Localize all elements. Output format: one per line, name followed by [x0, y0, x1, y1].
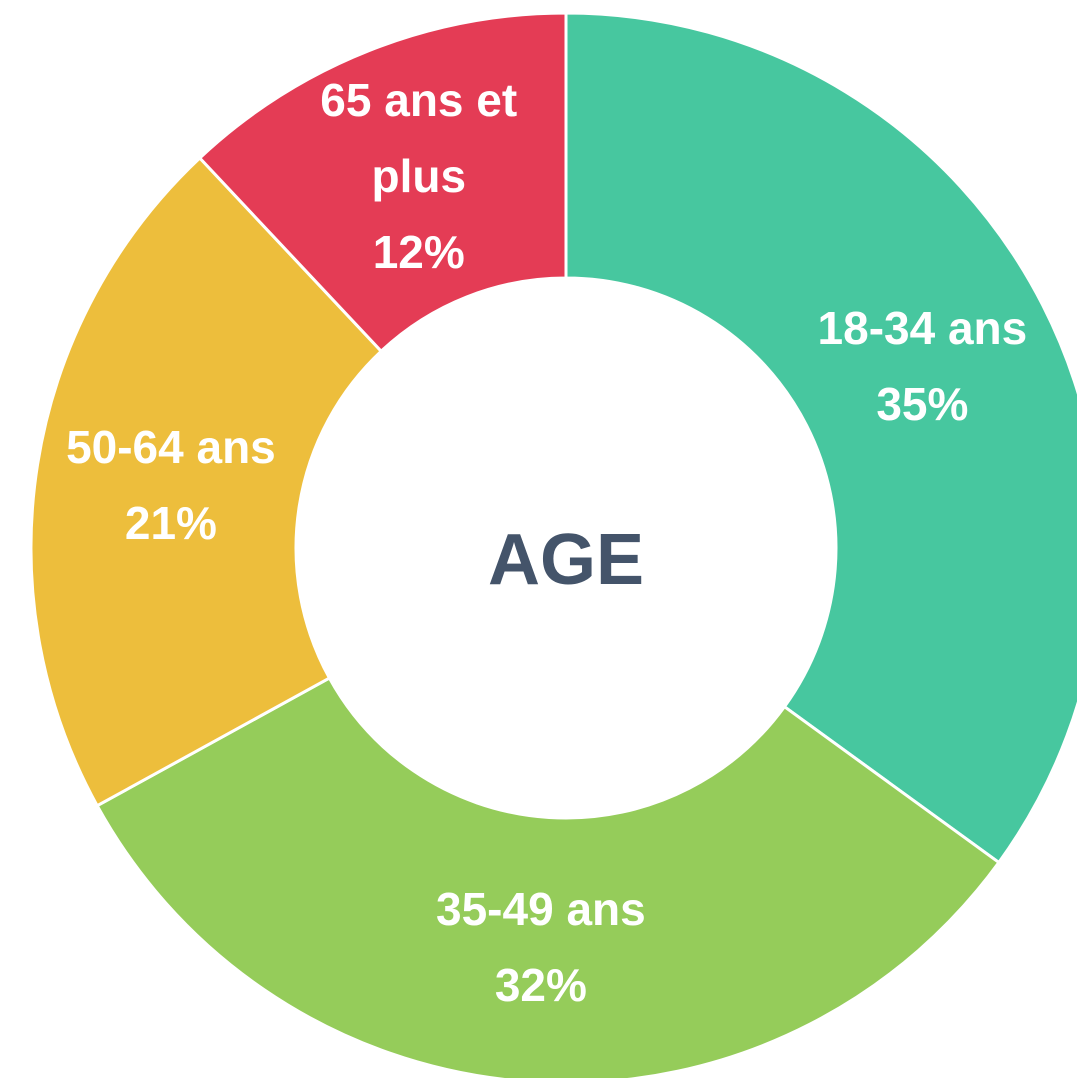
category-label: 50-64 ans	[66, 421, 276, 474]
donut-segment	[29, 155, 384, 808]
segment-label: 65 ans et plus 12%	[284, 62, 554, 290]
donut-segment	[95, 676, 1001, 1078]
value-label: 12%	[372, 226, 465, 279]
donut-segment	[197, 11, 568, 354]
category-label: 65 ans et plus	[320, 74, 518, 203]
donut-segment	[564, 11, 1077, 865]
category-label: 18-34 ans	[817, 302, 1028, 355]
value-label: 35%	[876, 378, 969, 431]
value-label: 32%	[494, 959, 587, 1012]
segment-label: 35-49 ans 32%	[406, 871, 676, 1023]
segment-label: 50-64 ans 21%	[36, 409, 306, 561]
chart-title: AGE	[487, 520, 645, 600]
segment-label: 18-34 ans 35%	[787, 290, 1057, 442]
category-label: 35-49 ans	[436, 883, 646, 936]
value-label: 21%	[124, 497, 217, 550]
